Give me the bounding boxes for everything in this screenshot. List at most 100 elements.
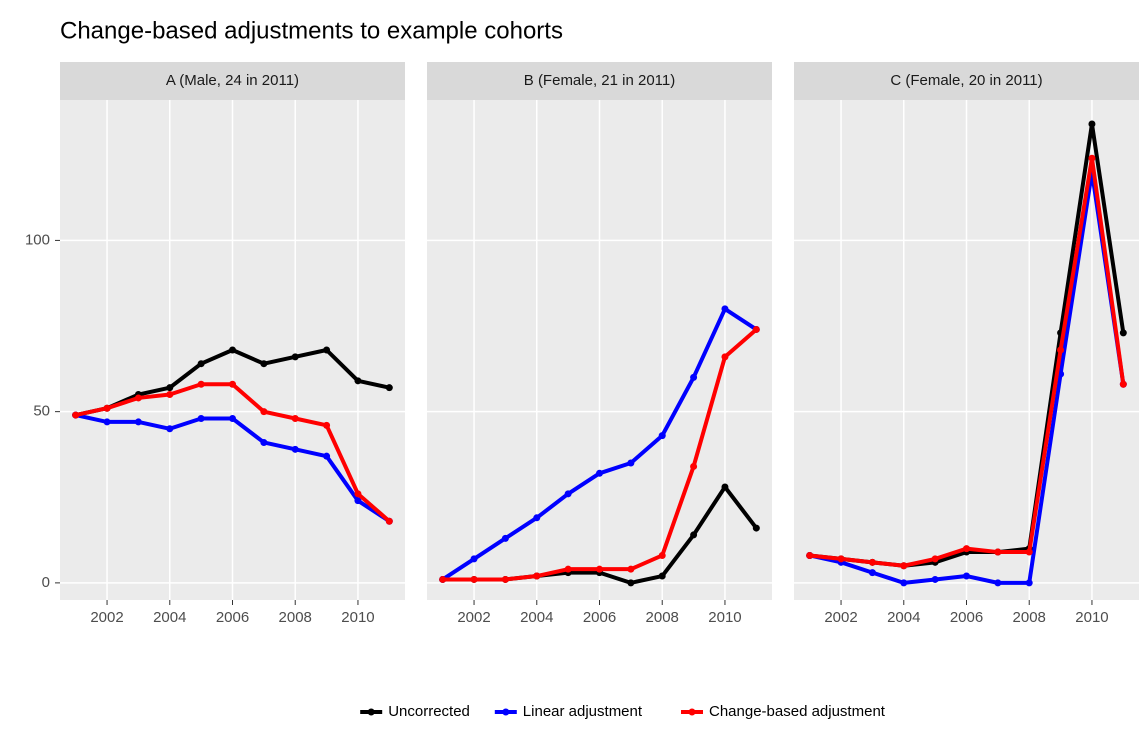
point <box>752 524 760 532</box>
point <box>385 517 393 525</box>
legend-label: Linear adjustment <box>523 703 643 720</box>
point <box>260 438 268 446</box>
point <box>963 545 970 553</box>
x-tick-label: 2002 <box>457 609 490 626</box>
strip <box>427 62 772 100</box>
point <box>690 373 698 381</box>
point <box>837 555 845 563</box>
point <box>752 325 760 333</box>
y-tick-label: 100 <box>25 231 50 248</box>
point <box>323 452 331 460</box>
point <box>994 579 1002 587</box>
panel-title: A (Male, 24 in 2011) <box>166 72 299 89</box>
point <box>900 579 908 587</box>
strip <box>60 62 405 100</box>
x-tick-label: 2002 <box>90 609 123 626</box>
point <box>596 469 603 477</box>
point <box>501 534 509 542</box>
x-tick-label: 2008 <box>279 609 312 626</box>
point <box>721 353 729 361</box>
legend-label: Change-based adjustment <box>709 703 886 720</box>
point <box>470 575 478 583</box>
legend-label: Uncorrected <box>388 703 470 720</box>
point <box>197 360 205 368</box>
point <box>533 514 541 522</box>
point <box>103 404 111 412</box>
point <box>690 531 698 539</box>
point <box>994 548 1002 556</box>
chart-title: Change-based adjustments to example coho… <box>60 17 563 44</box>
legend-key-point <box>367 708 375 716</box>
point <box>291 353 299 361</box>
x-tick-label: 2010 <box>1075 609 1108 626</box>
point <box>354 497 362 505</box>
point <box>931 575 939 583</box>
x-tick-label: 2010 <box>341 609 374 626</box>
point <box>385 384 393 392</box>
point <box>1119 329 1127 337</box>
point <box>658 432 666 440</box>
point <box>166 384 174 392</box>
point <box>1088 154 1096 162</box>
point <box>103 418 111 426</box>
point <box>1057 346 1065 354</box>
point <box>627 565 635 573</box>
y-tick-label: 50 <box>33 403 50 420</box>
point <box>658 551 666 559</box>
point <box>291 414 299 422</box>
point <box>229 346 236 354</box>
x-tick-label: 2004 <box>520 609 553 626</box>
legend-key-point <box>688 708 696 716</box>
x-tick-label: 2006 <box>583 609 616 626</box>
point <box>197 380 205 388</box>
strip <box>794 62 1139 100</box>
point <box>260 360 268 368</box>
point <box>721 305 729 313</box>
point <box>72 411 80 419</box>
x-tick-label: 2008 <box>1013 609 1046 626</box>
x-tick-label: 2006 <box>216 609 249 626</box>
legend-key-point <box>502 708 510 716</box>
point <box>1119 380 1127 388</box>
x-tick-label: 2004 <box>887 609 920 626</box>
point <box>439 575 447 583</box>
point <box>229 380 236 388</box>
point <box>323 346 331 354</box>
point <box>658 572 666 580</box>
x-tick-label: 2008 <box>646 609 679 626</box>
point <box>229 414 236 422</box>
point <box>690 462 698 470</box>
point <box>470 555 478 563</box>
point <box>627 459 635 467</box>
point <box>564 490 572 498</box>
point <box>134 394 142 402</box>
point <box>166 425 174 433</box>
x-tick-label: 2006 <box>950 609 983 626</box>
point <box>596 565 603 573</box>
point <box>868 558 876 566</box>
point <box>868 569 876 577</box>
point <box>963 572 970 580</box>
point <box>806 551 814 559</box>
point <box>931 555 939 563</box>
point <box>354 490 362 498</box>
point <box>166 391 174 399</box>
y-tick-label: 0 <box>42 574 50 591</box>
panel-title: C (Female, 20 in 2011) <box>890 72 1042 89</box>
point <box>354 377 362 385</box>
point <box>260 408 268 416</box>
point <box>721 483 729 491</box>
point <box>1025 548 1033 556</box>
x-tick-label: 2010 <box>708 609 741 626</box>
point <box>1088 120 1096 128</box>
point <box>1025 579 1033 587</box>
point <box>564 565 572 573</box>
point <box>900 562 908 570</box>
point <box>134 418 142 426</box>
point <box>627 579 635 587</box>
point <box>323 421 331 429</box>
point <box>197 414 205 422</box>
x-tick-label: 2004 <box>153 609 186 626</box>
panel-title: B (Female, 21 in 2011) <box>524 72 675 89</box>
point <box>501 575 509 583</box>
